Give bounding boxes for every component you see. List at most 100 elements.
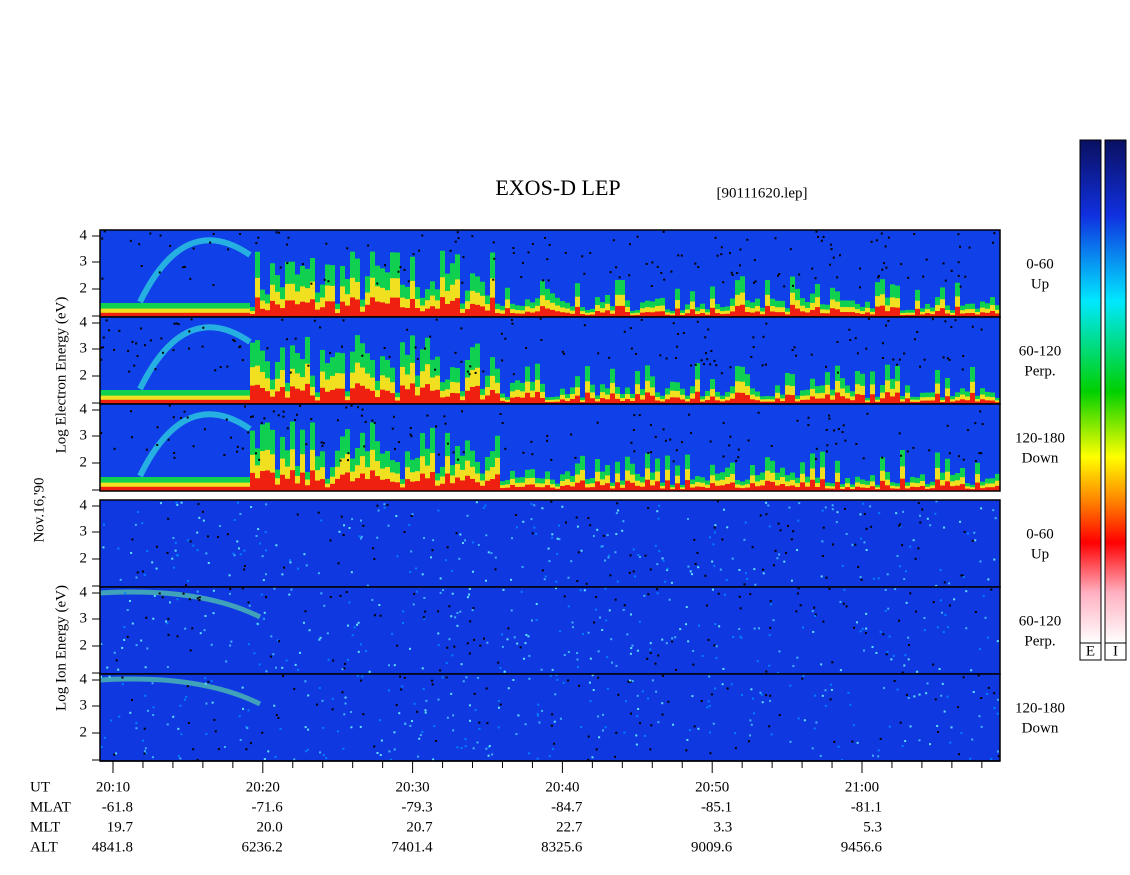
spectrogram-speck (887, 236, 890, 239)
spectrogram-speck (165, 620, 168, 623)
spectrogram-speck (587, 758, 590, 761)
spectrogram-speck (214, 369, 217, 372)
spectrogram-speck (376, 536, 379, 539)
spectrogram-speck (916, 330, 919, 333)
spectrogram-speck (430, 679, 433, 682)
spectrogram-speck (216, 536, 219, 539)
ephemeris-value: 21:00 (845, 779, 879, 795)
spectrogram-cell (600, 485, 605, 491)
spectrogram-cell (490, 297, 495, 317)
spectrogram-cell (600, 398, 605, 404)
spectrogram-cell (470, 386, 475, 404)
spectrogram-speck (410, 550, 413, 553)
spectrogram-speck (671, 640, 674, 643)
spectrogram-cell (455, 393, 460, 404)
spectrogram-speck (394, 447, 397, 450)
spectrogram-speck (981, 423, 984, 426)
spectrogram-speck (746, 578, 749, 581)
spectrogram-speck (278, 231, 281, 234)
spectrogram-speck (980, 507, 983, 510)
spectrogram-speck (770, 733, 773, 736)
spectrogram-cell (780, 401, 785, 404)
spectrogram-speck (754, 280, 757, 283)
spectrogram-cell (230, 486, 235, 491)
spectrogram-speck (477, 676, 480, 679)
spectrogram-speck (966, 429, 969, 432)
spectrogram-speck (828, 417, 831, 420)
spectrogram-speck (822, 620, 825, 623)
spectrogram-speck (814, 277, 817, 280)
spectrogram-speck (769, 694, 772, 697)
spectrogram-speck (540, 339, 543, 342)
spectrogram-speck (686, 738, 689, 741)
spectrogram-speck (442, 589, 445, 592)
spectrogram-cell (565, 485, 570, 491)
spectrogram-cell (650, 312, 655, 317)
spectrogram-speck (913, 233, 916, 236)
spectrogram-speck (888, 635, 891, 638)
ephemeris-value: 9009.6 (691, 839, 733, 855)
spectrogram-speck (452, 714, 455, 717)
spectrogram-speck (606, 534, 609, 537)
spectrogram-speck (762, 572, 765, 575)
spectrogram-speck (273, 704, 276, 707)
spectrogram-speck (636, 694, 639, 697)
spectrogram-cell (495, 309, 500, 317)
spectrogram-speck (430, 556, 433, 559)
spectrogram-speck (454, 351, 457, 354)
spectrogram-cell (150, 399, 155, 404)
spectrogram-speck (530, 440, 533, 443)
spectrogram-speck (110, 719, 113, 722)
spectrogram-speck (904, 570, 907, 573)
spectrogram-speck (472, 570, 475, 573)
spectrogram-speck (650, 724, 653, 727)
spectrogram-speck (628, 243, 631, 246)
spectrogram-speck (278, 640, 281, 643)
spectrogram-speck (835, 442, 838, 445)
spectrogram-cell (765, 480, 770, 491)
spectrogram-speck (155, 545, 158, 548)
spectrogram-speck (821, 540, 824, 543)
spectrogram-speck (233, 518, 236, 521)
spectrogram-speck (604, 726, 607, 729)
spectrogram-cell (540, 397, 545, 404)
spectrogram-speck (662, 559, 665, 562)
spectrogram-speck (579, 589, 582, 592)
spectrogram-speck (549, 674, 552, 677)
spectrogram-cell (415, 471, 420, 491)
spectrogram-speck (633, 414, 636, 417)
spectrogram-speck (408, 647, 411, 650)
spectrogram-speck (723, 508, 726, 511)
spectrogram-speck (632, 548, 635, 551)
spectrogram-cell (120, 486, 125, 491)
spectrogram-cell (920, 314, 925, 317)
spectrogram-speck (677, 333, 680, 336)
spectrogram-cell (250, 472, 255, 491)
spectrogram-speck (541, 569, 544, 572)
spectrogram-speck (691, 573, 694, 576)
spectrogram-cell (150, 486, 155, 491)
spectrogram-speck (344, 696, 347, 699)
spectrogram-speck (204, 677, 207, 680)
spectrogram-cell (640, 312, 645, 317)
spectrogram-speck (957, 706, 960, 709)
spectrogram-speck (894, 588, 897, 591)
spectrogram-speck (674, 357, 677, 360)
spectrogram-speck (191, 627, 194, 630)
spectrogram-speck (950, 269, 953, 272)
spectrogram-cell (790, 304, 795, 317)
spectrogram-speck (709, 752, 712, 755)
spectrogram-speck (517, 714, 520, 717)
spectrogram-speck (145, 448, 148, 451)
spectrogram-speck (276, 639, 279, 642)
spectrogram-cell (940, 308, 945, 317)
spectrogram-cell (355, 299, 360, 317)
spectrogram-cell (390, 297, 395, 317)
spectrogram-speck (649, 568, 652, 571)
spectrogram-speck (320, 441, 323, 444)
spectrogram-speck (845, 605, 848, 608)
spectrogram-cell (525, 392, 530, 404)
spectrogram-speck (821, 694, 824, 697)
spectrogram-speck (175, 322, 178, 325)
spectrogram-cell (800, 482, 805, 491)
